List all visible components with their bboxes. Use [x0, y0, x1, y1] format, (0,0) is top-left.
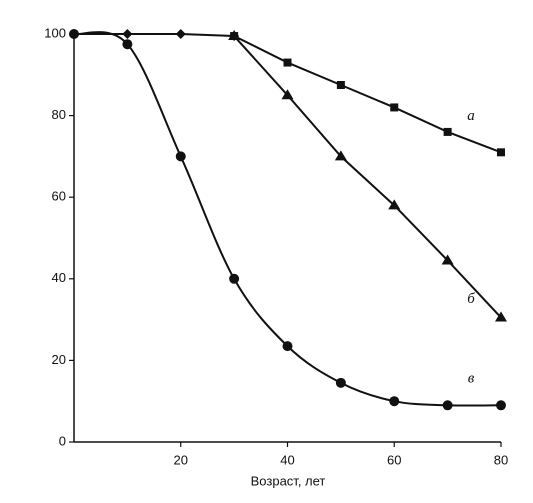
- marker: [69, 29, 79, 39]
- x-axis-label: Возраст, лет: [251, 473, 326, 488]
- marker: [122, 29, 133, 39]
- y-tick-label: 60: [52, 189, 66, 204]
- marker: [441, 254, 454, 265]
- x-tick-label: 80: [494, 452, 508, 467]
- marker: [390, 103, 399, 112]
- series-label: б: [467, 291, 475, 307]
- marker: [443, 127, 452, 136]
- series-line: [233, 35, 502, 154]
- marker: [282, 341, 293, 352]
- marker: [229, 273, 240, 284]
- marker: [496, 400, 506, 411]
- x-tick-label: 60: [387, 452, 401, 467]
- y-tick-label: 20: [52, 352, 66, 367]
- marker: [389, 396, 400, 407]
- marker: [336, 81, 345, 89]
- marker: [175, 151, 186, 162]
- marker: [495, 311, 507, 322]
- marker: [283, 58, 292, 67]
- marker: [281, 89, 294, 100]
- series-line: [73, 31, 502, 407]
- marker: [122, 39, 133, 50]
- marker: [442, 400, 453, 411]
- x-tick-label: 20: [174, 452, 188, 467]
- series-line: [233, 35, 502, 319]
- series-label: а: [467, 108, 475, 124]
- x-tick-label: 40: [280, 452, 294, 467]
- series-label: в: [468, 371, 475, 387]
- marker: [497, 148, 505, 157]
- y-tick-label: 100: [44, 25, 66, 40]
- y-tick-label: 0: [59, 433, 66, 448]
- marker: [388, 199, 401, 210]
- marker: [175, 29, 186, 39]
- marker: [335, 377, 346, 388]
- series-line: [74, 33, 235, 38]
- y-tick-label: 40: [52, 270, 66, 285]
- marker: [228, 30, 241, 41]
- y-tick-label: 80: [52, 107, 66, 122]
- marker: [334, 150, 347, 161]
